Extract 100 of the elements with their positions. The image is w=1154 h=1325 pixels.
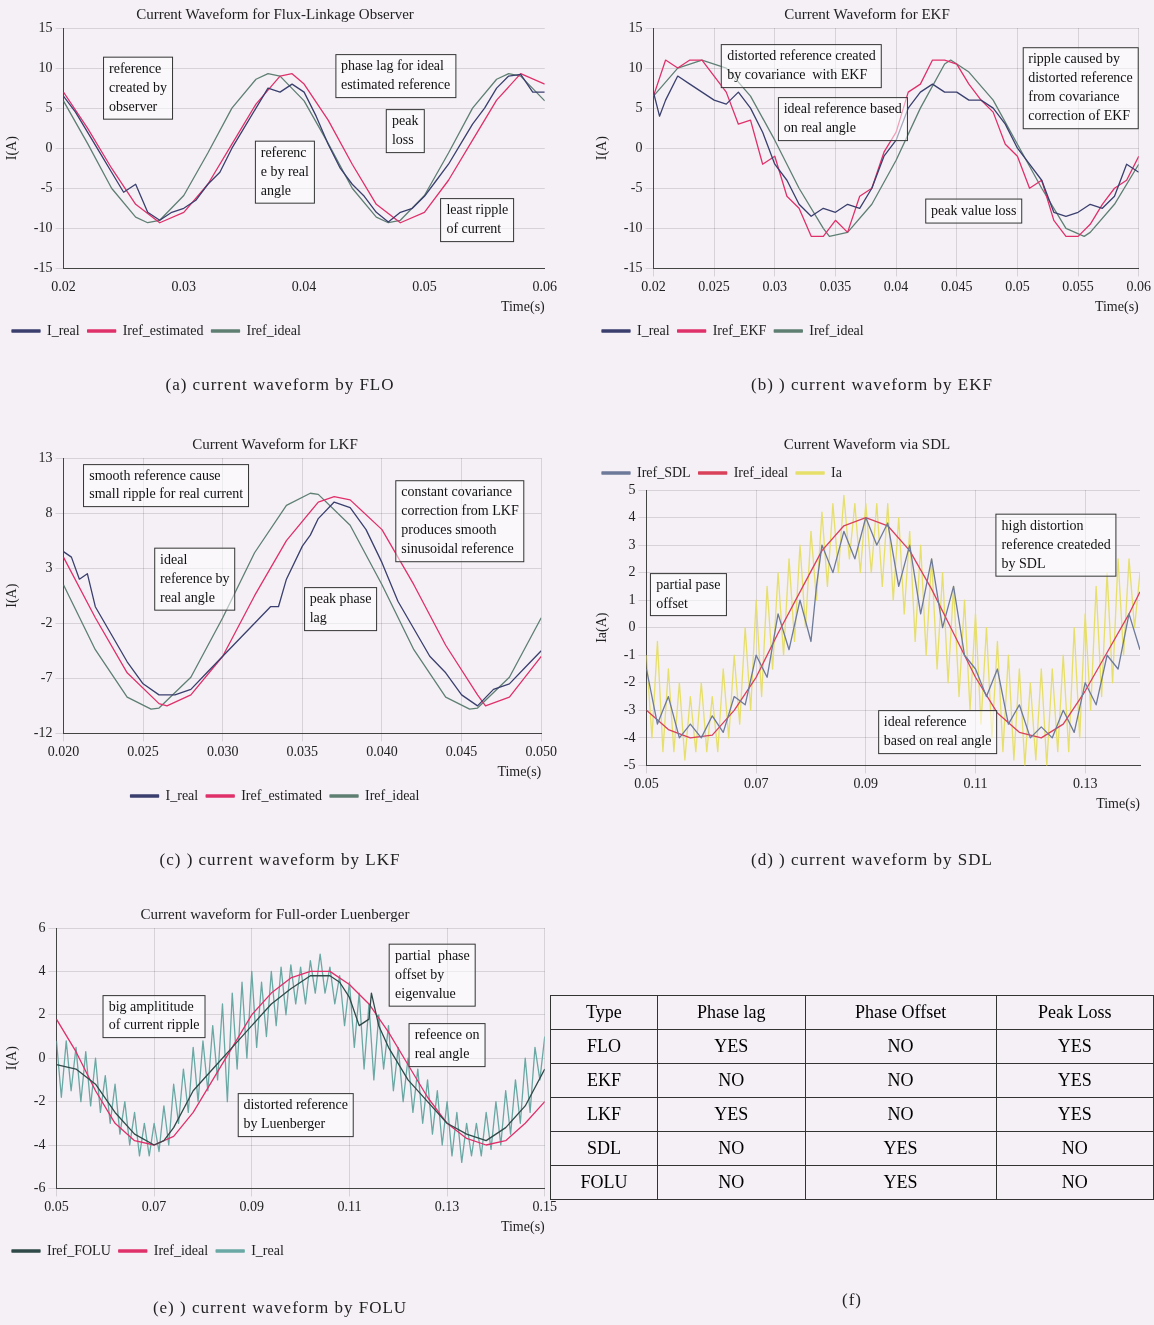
text: YES xyxy=(1057,1070,1092,1090)
category-label: FOLU xyxy=(580,1172,628,1192)
text: NO xyxy=(718,1172,745,1192)
x-tick-label: 0.045 xyxy=(941,279,973,295)
annotation: phase lag for ideal estimated reference xyxy=(334,54,457,98)
category-label: LKF xyxy=(586,1104,621,1124)
x-tick-label: 0.04 xyxy=(291,279,317,295)
y-tick-label: -4 xyxy=(33,1136,46,1152)
y-tick-label: -5 xyxy=(623,757,636,773)
text: NO xyxy=(887,1104,914,1124)
chart-title: Current Waveform for EKF xyxy=(784,5,950,22)
annotation: peak value loss xyxy=(924,198,1023,224)
y-tick-label: -12 xyxy=(33,725,53,741)
text: NO xyxy=(1061,1172,1088,1192)
y-axis-title: I(A) xyxy=(594,135,611,161)
x-axis-title: Time(s) xyxy=(1094,299,1140,316)
x-tick-label: 0.07 xyxy=(743,776,769,792)
legend-label: Iref_ideal xyxy=(365,787,420,803)
annotation: distorted reference created by covariance with EKF xyxy=(721,44,882,89)
y-tick-label: 15 xyxy=(628,19,643,35)
category-label: Phase Offset xyxy=(805,995,997,1030)
y-axis-title: I(A) xyxy=(4,583,21,608)
y-tick-label: 0 xyxy=(628,619,636,635)
annotation: constant covariance correction from LKF produces smooth sinusoidal reference xyxy=(395,480,525,563)
y-tick-label: -10 xyxy=(623,220,643,236)
x-tick-label: 0.025 xyxy=(698,279,730,295)
y-tick-label: 4 xyxy=(628,509,636,525)
y-tick-label: 10 xyxy=(628,59,643,75)
y-tick-label: 5 xyxy=(45,99,53,115)
annotation: ideal reference by real angle xyxy=(154,547,236,611)
category-label: EKF xyxy=(586,1070,621,1090)
x-tick-label: 0.07 xyxy=(141,1199,167,1215)
category-label: Phase lag xyxy=(657,995,806,1030)
y-tick-label: -5 xyxy=(630,179,643,195)
legend-label: I_real xyxy=(47,322,80,338)
text: (e) ) current waveform by FOLU xyxy=(151,1298,409,1318)
y-tick-label: -1 xyxy=(623,646,636,662)
x-tick-label: 0.040 xyxy=(366,744,398,760)
x-tick-label: 0.15 xyxy=(532,1199,557,1215)
annotation: big amplititude of current ripple xyxy=(102,994,206,1039)
x-tick-label: 0.11 xyxy=(337,1199,362,1215)
y-axis-title: Ia(A) xyxy=(594,612,611,643)
y-tick-label: 4 xyxy=(38,963,46,979)
text: NO xyxy=(1061,1138,1088,1158)
annotation: peak loss xyxy=(385,109,425,154)
x-tick-label: 0.05 xyxy=(44,1199,69,1215)
y-tick-label: -6 xyxy=(33,1180,46,1196)
x-tick-label: 0.05 xyxy=(634,776,659,792)
annotation: refeence on real angle xyxy=(408,1023,486,1068)
y-tick-label: -15 xyxy=(623,260,643,276)
y-tick-label: -15 xyxy=(33,260,53,276)
y-tick-label: 10 xyxy=(38,59,53,75)
x-tick-label: 0.09 xyxy=(239,1199,265,1215)
legend-label: Iref_EKF xyxy=(712,322,767,338)
text: YES xyxy=(1057,1104,1092,1124)
y-axis-title: I(A) xyxy=(4,1045,21,1071)
text: YES xyxy=(883,1172,918,1192)
text: NO xyxy=(718,1070,745,1090)
text: YES xyxy=(714,1104,749,1124)
legend-label: Iref_ideal xyxy=(153,1242,209,1258)
y-tick-label: 6 xyxy=(38,919,46,935)
category-label: SDL xyxy=(586,1138,621,1158)
y-tick-label: 15 xyxy=(38,19,53,35)
x-tick-label: 0.02 xyxy=(51,279,76,295)
legend-label: Iref_estimated xyxy=(122,322,204,338)
text: (a) current waveform by FLO xyxy=(164,375,396,395)
x-tick-label: 0.025 xyxy=(127,744,159,760)
annotation: reference created by observer xyxy=(103,56,174,120)
x-axis-title: Time(s) xyxy=(500,299,546,316)
x-tick-label: 0.05 xyxy=(1005,279,1030,295)
legend-label: Iref_FOLU xyxy=(47,1242,111,1258)
y-tick-label: -3 xyxy=(623,701,636,717)
x-tick-label: 0.02 xyxy=(641,279,666,295)
y-axis-title: I(A) xyxy=(4,135,21,161)
y-tick-label: 2 xyxy=(628,564,636,580)
text: YES xyxy=(1057,1036,1092,1056)
text: (f) xyxy=(841,1290,863,1310)
legend-label: Iref_estimated xyxy=(241,787,323,803)
chart-title: Current Waveform for LKF xyxy=(192,435,358,452)
x-tick-label: 0.06 xyxy=(1126,279,1151,295)
category-label: Type xyxy=(550,995,658,1030)
x-tick-label: 0.050 xyxy=(525,744,557,760)
y-tick-label: 8 xyxy=(45,504,53,520)
annotation: partial pase offset xyxy=(650,572,727,617)
y-tick-label: 3 xyxy=(45,559,53,575)
y-tick-label: -2 xyxy=(33,1093,46,1109)
text: NO xyxy=(887,1036,914,1056)
x-tick-label: 0.03 xyxy=(171,279,197,295)
y-tick-label: 0 xyxy=(45,139,53,155)
legend-label: Iref_ideal xyxy=(246,322,302,338)
text: NO xyxy=(887,1070,914,1090)
y-tick-label: 3 xyxy=(628,536,636,552)
legend-label: I_real xyxy=(165,787,199,803)
chart-title: Current Waveform for Flux-Linkage Observer xyxy=(136,5,414,22)
y-tick-label: 0 xyxy=(38,1049,46,1065)
chart-title: Current Waveform via SDL xyxy=(783,435,951,452)
y-tick-label: 5 xyxy=(635,99,643,115)
text: (b) ) current waveform by EKF xyxy=(750,375,994,395)
legend-label: I_real xyxy=(637,322,670,338)
annotation: partial phase offset by eigenvalue xyxy=(389,943,476,1007)
